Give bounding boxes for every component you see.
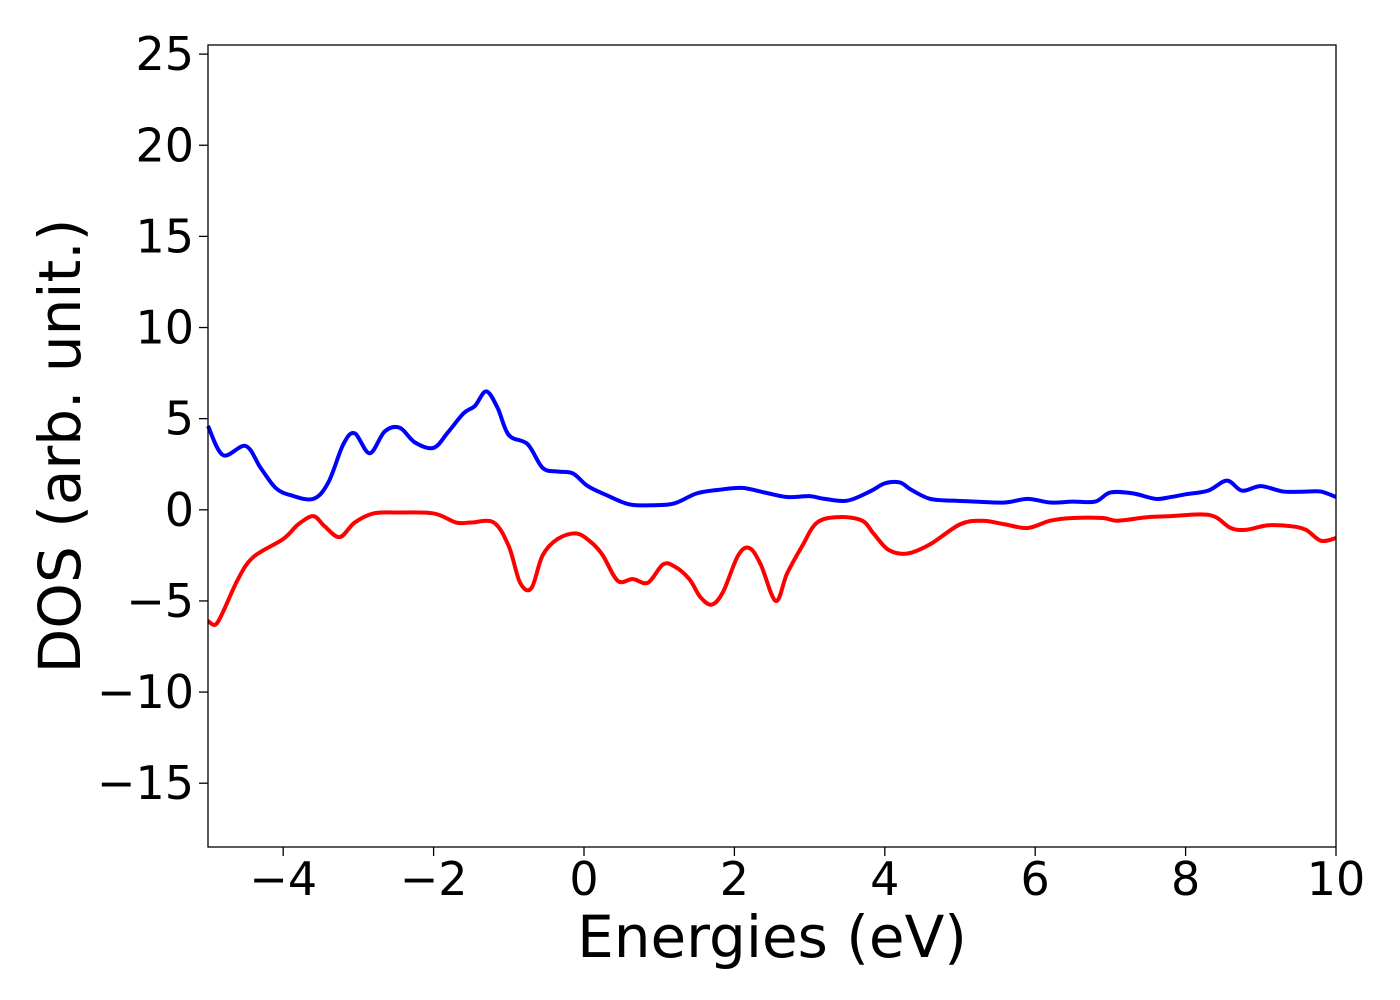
x-tick-label: 6 xyxy=(1021,852,1050,906)
y-axis-label: DOS (arb. unit.) xyxy=(26,219,94,674)
x-tick-label: 4 xyxy=(870,852,899,906)
x-axis-label: Energies (eV) xyxy=(577,903,967,971)
plot-frame xyxy=(207,44,1337,848)
y-tick-label: 0 xyxy=(165,483,194,537)
x-tick-label: 0 xyxy=(569,852,598,906)
x-tick-label: −2 xyxy=(400,852,468,906)
y-tick-label: 25 xyxy=(135,27,194,81)
x-tick-label: 10 xyxy=(1307,852,1366,906)
tick-layer: −4 −2 0 2 4 6 8 10 −15 −10 −5 0 5 10 15 20 25 xyxy=(97,27,1365,906)
plot-background xyxy=(208,45,1336,847)
y-tick-label: 20 xyxy=(135,118,194,172)
y-tick-label: 15 xyxy=(135,209,194,263)
series-line-2 xyxy=(206,510,1337,627)
x-tick-label: 2 xyxy=(720,852,749,906)
y-tick-label: 5 xyxy=(165,392,194,446)
series-line-1 xyxy=(206,389,1337,508)
y-tick-label: −5 xyxy=(126,574,194,628)
y-tick-label: −10 xyxy=(97,665,194,719)
y-tick-label: −15 xyxy=(97,756,194,810)
series-layer xyxy=(206,389,1337,627)
x-tick-label: 8 xyxy=(1171,852,1200,906)
x-tick-label: −4 xyxy=(249,852,317,906)
y-tick-label: 10 xyxy=(135,301,194,355)
